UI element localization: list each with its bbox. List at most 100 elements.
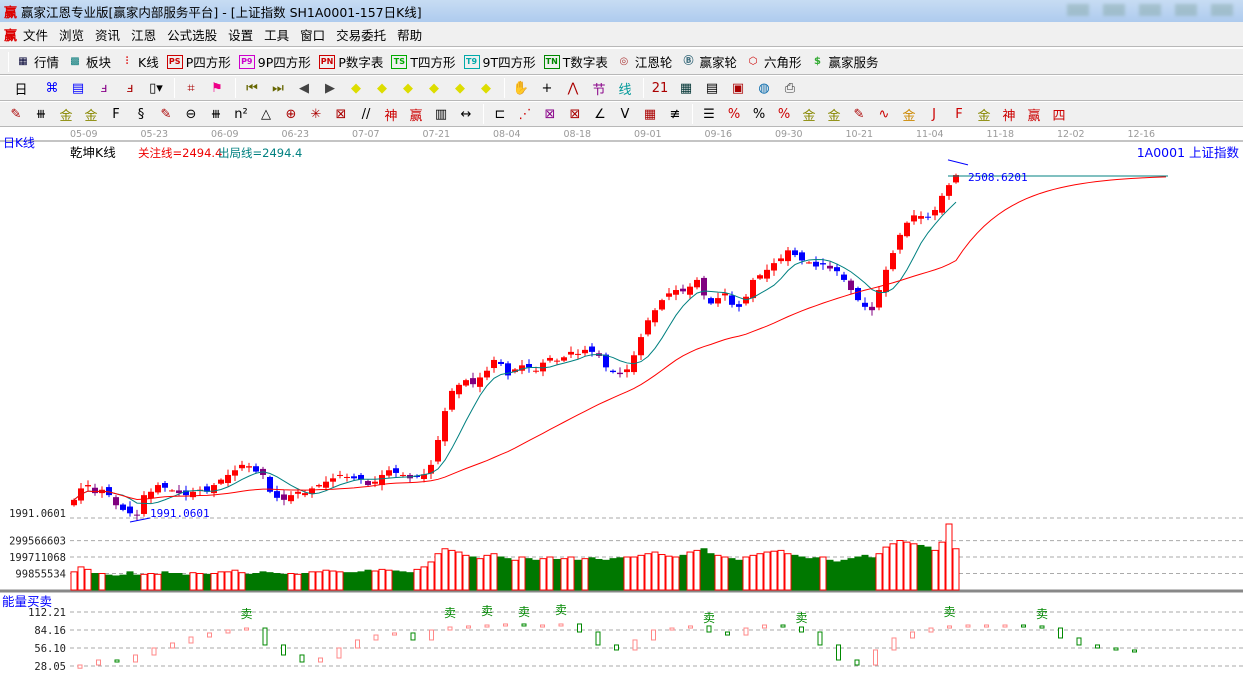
crosshair-icon[interactable]: + <box>541 80 553 96</box>
toolbar-button-1[interactable]: ▩ 板块 <box>67 52 111 71</box>
ying-angle-icon[interactable]: 赢 <box>1027 108 1041 124</box>
line9-icon[interactable]: ⅎ <box>126 80 134 96</box>
menu-item-5[interactable]: 设置 <box>228 27 254 43</box>
toolbar-button-4[interactable]: P9 9P四方形 <box>238 52 311 71</box>
gold-circle-icon[interactable]: 金 <box>802 108 816 124</box>
spiral-icon[interactable]: § <box>137 106 145 122</box>
diamond-all-icon[interactable]: ◆ <box>481 80 491 96</box>
calculator-icon[interactable]: ▦ <box>679 80 693 96</box>
kline-chart[interactable]: 1991.0601 2508.6201 1991.0601 99855534 19971… <box>0 127 1243 684</box>
toolbar-button-5[interactable]: PN P数字表 <box>318 52 383 71</box>
last-icon[interactable]: ⏭ <box>272 80 284 96</box>
left-icon[interactable]: ◀ <box>299 80 309 96</box>
si-angle-icon[interactable]: 四 <box>1052 108 1066 124</box>
candle-select-icon[interactable]: ▯▾ <box>149 80 163 96</box>
triangle-icon[interactable]: △ <box>261 106 271 122</box>
pen-lines-icon[interactable]: ✎ <box>853 106 865 122</box>
chart-type-icon[interactable]: ⌘ <box>45 80 59 96</box>
diamond-y-icon[interactable]: ◆ <box>455 80 465 96</box>
gold1-icon[interactable]: 金 <box>59 108 73 124</box>
window-controls[interactable] <box>1067 4 1233 16</box>
toolbar-button-11[interactable]: ⬡ 六角形 <box>745 52 802 71</box>
toolbar-button-6[interactable]: TS T四方形 <box>391 52 456 71</box>
hash-icon[interactable]: ⧻ <box>210 106 222 122</box>
network-icon[interactable]: ◍ <box>758 80 770 96</box>
lines-icon[interactable]: ⧻ <box>35 106 47 122</box>
period-select[interactable]: 日 <box>6 78 36 98</box>
ruler-icon[interactable]: ☰ <box>703 106 715 122</box>
energy-indicator-label[interactable]: 能量买卖 <box>2 594 53 609</box>
fan-icon[interactable]: ⋰ <box>518 106 532 122</box>
gold2-icon[interactable]: 金 <box>84 108 98 124</box>
menu-item-6[interactable]: 工具 <box>264 27 290 43</box>
flag-icon[interactable]: ⚑ <box>211 80 223 96</box>
toolbar-button-7[interactable]: T9 9T四方形 <box>463 52 536 71</box>
menu-item-2[interactable]: 资讯 <box>95 27 121 43</box>
toolbar-button-9[interactable]: ◎ 江恩轮 <box>616 52 673 71</box>
toolbar-button-10[interactable]: Ⓑ 赢家轮 <box>680 52 737 71</box>
notepad-icon[interactable]: ▤ <box>71 80 85 96</box>
xian-icon[interactable]: 线 <box>618 82 632 98</box>
shen-angle-icon[interactable]: 神 <box>1002 108 1016 124</box>
gold-lines-icon[interactable]: 金 <box>827 108 841 124</box>
toolbar-button-2[interactable]: ⫶ K线 <box>119 52 159 71</box>
pen-icon[interactable]: ✎ <box>10 106 22 122</box>
toolbar-button-8[interactable]: TN T数字表 <box>543 52 608 71</box>
fan-box2-icon[interactable]: ⊠ <box>569 106 581 122</box>
j-angle-icon[interactable]: J <box>932 106 936 122</box>
period-label[interactable]: 日K线 <box>3 136 35 150</box>
menu-item-7[interactable]: 窗口 <box>300 27 326 43</box>
toolbar-button-0[interactable]: ▦ 行情 <box>15 52 59 71</box>
grid2-icon[interactable]: ▦ <box>643 106 657 122</box>
target-icon[interactable]: ⊕ <box>285 106 297 122</box>
v-icon[interactable]: V <box>620 106 630 122</box>
angle-icon[interactable]: ∠ <box>594 106 606 122</box>
menu-item-8[interactable]: 交易委托 <box>336 27 387 43</box>
diamond-x-icon[interactable]: ◆ <box>429 80 439 96</box>
square-target-icon[interactable]: ⊠ <box>335 106 347 122</box>
menu-item-1[interactable]: 浏览 <box>59 27 85 43</box>
menu-item-3[interactable]: 江恩 <box>131 27 157 43</box>
right-icon[interactable]: ▶ <box>325 80 335 96</box>
circle-icon[interactable]: ⊖ <box>185 106 197 122</box>
diamond-h-icon[interactable]: ◆ <box>403 80 413 96</box>
shen-icon[interactable]: 神 <box>384 108 398 124</box>
f-angle-icon[interactable]: F <box>955 106 963 122</box>
gold-box-icon[interactable]: 金 <box>902 108 916 124</box>
n2-icon[interactable]: n² <box>234 106 248 122</box>
toolbar-button-12[interactable]: $ 赢家服务 <box>809 52 879 71</box>
box-icon[interactable]: ⊏ <box>494 106 506 122</box>
print-icon[interactable]: ⎙ <box>784 80 796 96</box>
pct-lines-icon[interactable]: % <box>777 106 791 122</box>
save-icon[interactable]: ▣ <box>731 80 745 96</box>
first-icon[interactable]: ⏮ <box>246 80 258 96</box>
ying-icon[interactable]: 赢 <box>409 108 423 124</box>
menu-logo-icon[interactable]: 赢 <box>4 28 18 44</box>
radar-icon[interactable]: ✳ <box>310 106 322 122</box>
menu-item-4[interactable]: 公式选股 <box>167 27 218 43</box>
chart-area[interactable]: 1991.0601 2508.6201 1991.0601 99855534 19971… <box>0 127 1243 684</box>
fan-box-icon[interactable]: ⊠ <box>544 106 556 122</box>
indicator-name[interactable]: 乾坤K线 <box>70 145 116 160</box>
calendar-icon[interactable]: 21 <box>651 80 669 96</box>
wave-icon[interactable]: ∿ <box>878 106 890 122</box>
f-icon[interactable]: F <box>112 106 120 122</box>
menu-item-9[interactable]: 帮助 <box>397 27 423 43</box>
pen2-icon[interactable]: ✎ <box>160 106 172 122</box>
report-icon[interactable]: ▤ <box>705 80 719 96</box>
percent-icon[interactable]: % <box>752 106 766 122</box>
jie-icon[interactable]: 节 <box>592 82 606 98</box>
toolbar-button-3[interactable]: PS P四方形 <box>166 52 231 71</box>
zigzag-icon[interactable]: ⋀ <box>567 80 579 96</box>
gold-angle-icon[interactable]: 金 <box>977 108 991 124</box>
grid-icon[interactable]: ▥ <box>434 106 448 122</box>
hand-icon[interactable]: ✋ <box>512 80 530 96</box>
slash-icon[interactable]: // <box>361 106 371 122</box>
line3-icon[interactable]: ⅎ <box>100 80 108 96</box>
diamond-right-icon[interactable]: ◆ <box>377 80 387 96</box>
width-icon[interactable]: ↔ <box>460 106 472 122</box>
parallel-icon[interactable]: ≢ <box>669 106 681 122</box>
pct-line-icon[interactable]: % <box>727 106 741 122</box>
menu-item-0[interactable]: 文件 <box>23 27 49 43</box>
diamond-left-icon[interactable]: ◆ <box>351 80 361 96</box>
